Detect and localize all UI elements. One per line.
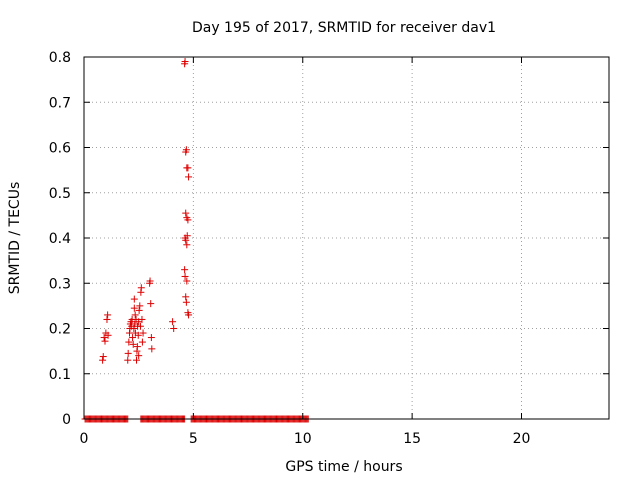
data-point [124, 349, 132, 357]
data-point [182, 293, 190, 301]
axis-ticks [83, 56, 609, 420]
data-point [100, 334, 108, 342]
y-tick-label: 0.2 [49, 322, 71, 338]
data-point [138, 338, 146, 346]
data-point [139, 329, 147, 337]
data-point [135, 306, 143, 314]
data-point [147, 300, 155, 308]
data-point [130, 304, 138, 312]
data-point [148, 345, 156, 353]
data-point [101, 337, 109, 345]
data-point [104, 331, 112, 339]
data-point [133, 356, 140, 364]
data-point [124, 356, 132, 364]
grid-lines [84, 57, 609, 419]
data-point [185, 173, 193, 181]
data-point [133, 343, 141, 351]
data-point [183, 232, 191, 240]
data-point [182, 209, 190, 217]
data-point [147, 334, 155, 342]
data-point [184, 216, 192, 224]
data-point [182, 236, 190, 244]
data-point [135, 352, 143, 360]
data-point [99, 356, 107, 364]
y-tick-label: 0.3 [49, 276, 71, 292]
x-axis-label: GPS time / hours [285, 459, 402, 475]
data-point [182, 146, 190, 154]
data-point [184, 164, 192, 172]
data-point [136, 322, 144, 330]
x-tick-label: 20 [513, 431, 531, 447]
data-point [185, 311, 193, 319]
data-point [99, 353, 107, 361]
data-points [99, 58, 193, 364]
chart-title: Day 195 of 2017, SRMTID for receiver dav… [192, 20, 496, 36]
data-point [104, 311, 112, 319]
data-point [183, 277, 191, 285]
data-point [138, 315, 146, 323]
y-tick-label: 0.5 [49, 186, 71, 202]
y-tick-label: 0.8 [49, 50, 71, 66]
data-point [130, 295, 138, 303]
data-point [169, 318, 177, 326]
data-point [129, 340, 137, 348]
data-point [131, 311, 139, 319]
y-axis-label: SRMTID / TECUs [7, 182, 23, 295]
data-point [134, 331, 142, 339]
data-point [130, 325, 138, 332]
data-point [137, 284, 145, 292]
data-point [181, 58, 189, 66]
data-point [170, 325, 178, 332]
data-point [125, 338, 133, 346]
data-point [181, 266, 189, 274]
y-tick-label: 0.7 [49, 95, 71, 111]
data-point [136, 302, 144, 310]
y-tick-label: 0.4 [49, 231, 71, 247]
data-point [182, 298, 190, 306]
x-tick-label: 15 [403, 431, 421, 447]
data-point [183, 241, 191, 249]
x-tick-label: 10 [294, 431, 312, 447]
data-point [129, 334, 137, 342]
x-tick-label: 0 [80, 431, 89, 447]
y-tick-label: 0.6 [49, 141, 71, 157]
data-point [103, 315, 111, 323]
y-tick-labels: 0 0.1 0.2 0.3 0.4 0.5 0.6 0.7 0.8 [49, 50, 71, 428]
data-point [146, 277, 154, 285]
data-point [181, 272, 189, 280]
x-tick-labels: 0 5 10 15 20 [80, 431, 531, 447]
x-tick-label: 5 [189, 431, 198, 447]
y-tick-label: 0 [62, 412, 71, 428]
y-tick-label: 0.1 [49, 367, 71, 383]
